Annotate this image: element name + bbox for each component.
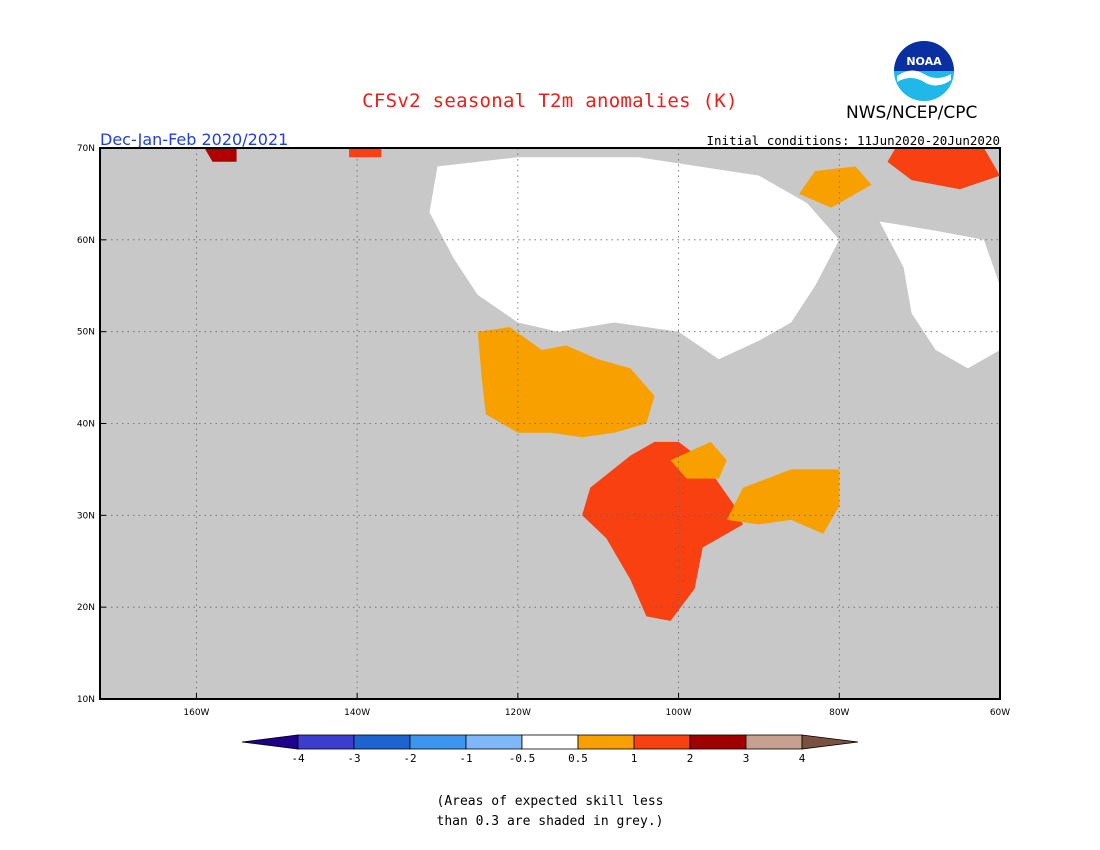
colorbar-bin bbox=[633, 734, 691, 750]
initial-conditions-label: Initial conditions: 11Jun2020-20Jun2020 bbox=[706, 133, 1001, 148]
lat-tick-label: 70N bbox=[77, 144, 95, 154]
colorbar-bin bbox=[297, 734, 355, 750]
lon-tick-label: 140W bbox=[344, 708, 370, 718]
lat-tick-label: 60N bbox=[77, 236, 95, 246]
season-label: Dec-Jan-Feb 2020/2021 bbox=[100, 130, 289, 149]
colorbar-bin bbox=[353, 734, 411, 750]
colorbar-label: -0.5 bbox=[509, 752, 536, 765]
colorbar-label: -4 bbox=[291, 752, 305, 765]
chart-title: CFSv2 seasonal T2m anomalies (K) bbox=[362, 90, 738, 112]
region-central-warm bbox=[670, 441, 727, 479]
lon-tick-label: 160W bbox=[183, 708, 209, 718]
lon-tick-label: 120W bbox=[505, 708, 531, 718]
lat-tick-label: 40N bbox=[77, 420, 95, 430]
longitude-ticks: 160W 140W 120W 100W 80W 60W bbox=[183, 693, 1010, 718]
anomaly-regions bbox=[204, 148, 1000, 621]
colorbar-label: -3 bbox=[347, 752, 360, 765]
colorbar-bin bbox=[577, 734, 635, 750]
region-southwest-warm bbox=[582, 441, 743, 621]
agency-label: NWS/NCEP/CPC bbox=[846, 103, 978, 123]
colorbar-bin bbox=[801, 734, 859, 750]
colorbar-bin bbox=[465, 734, 523, 750]
colorbar-label: 0.5 bbox=[568, 752, 588, 765]
lat-tick-label: 10N bbox=[77, 695, 95, 705]
region-greenland-warm bbox=[887, 148, 1000, 190]
lat-tick-label: 50N bbox=[77, 328, 95, 338]
region-northwest-warm bbox=[477, 327, 655, 438]
region-alaska-warm-2 bbox=[349, 148, 382, 158]
colorbar-label: 4 bbox=[799, 752, 806, 765]
region-canada-near-normal bbox=[429, 157, 840, 360]
colorbar-label: -2 bbox=[403, 752, 416, 765]
colorbar-bin bbox=[409, 734, 467, 750]
colorbar-bin bbox=[521, 734, 579, 750]
footnote: (Areas of expected skill less than 0.3 a… bbox=[0, 792, 1100, 832]
colorbar-label: -1 bbox=[459, 752, 472, 765]
colorbar-label: 1 bbox=[631, 752, 638, 765]
noaa-logo-icon: NOAA bbox=[893, 40, 955, 102]
colorbar-bin bbox=[241, 734, 299, 750]
colorbar: -4 -3 -2 -1 -0.5 0.5 1 2 3 4 bbox=[241, 734, 859, 765]
lat-tick-label: 20N bbox=[77, 603, 95, 613]
footnote-line-1: (Areas of expected skill less bbox=[436, 794, 664, 809]
footnote-line-2: than 0.3 are shaded in grey.) bbox=[436, 814, 664, 829]
lon-tick-label: 100W bbox=[666, 708, 692, 718]
lon-tick-label: 60W bbox=[990, 708, 1010, 718]
lat-tick-label: 30N bbox=[77, 511, 95, 521]
region-gulf-coast-warm bbox=[726, 469, 840, 534]
lon-tick-label: 80W bbox=[829, 708, 849, 718]
map-gridlines bbox=[100, 148, 1000, 699]
colorbar-label: 3 bbox=[743, 752, 750, 765]
region-alaska-warm bbox=[204, 148, 237, 162]
colorbar-bin bbox=[689, 734, 747, 750]
colorbar-label: 2 bbox=[687, 752, 694, 765]
colorbar-bin bbox=[745, 734, 803, 750]
region-baffin-warm bbox=[799, 166, 872, 208]
noaa-logo-text: NOAA bbox=[906, 55, 942, 68]
latitude-ticks: 70N 60N 50N 40N 30N 20N 10N bbox=[77, 144, 106, 705]
